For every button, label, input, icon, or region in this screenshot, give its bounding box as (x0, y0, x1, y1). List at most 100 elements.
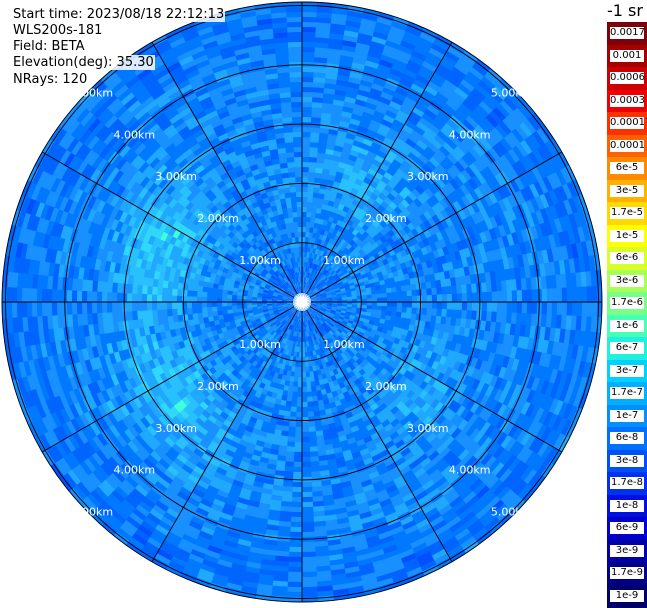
data-cell (411, 308, 417, 315)
data-cell (302, 512, 314, 518)
data-cell (293, 467, 303, 473)
data-cell (67, 302, 73, 315)
data-cell (102, 302, 108, 313)
data-cell (182, 308, 188, 315)
data-cell (207, 292, 213, 298)
data-cell (302, 367, 306, 372)
data-cell (132, 302, 138, 312)
data-cell (288, 562, 303, 568)
data-cell (202, 291, 208, 297)
data-cell (309, 431, 317, 437)
data-cell (202, 302, 207, 308)
data-cell (212, 306, 218, 311)
data-cell (302, 527, 315, 533)
data-cell (302, 427, 309, 432)
data-cell (152, 286, 158, 295)
data-cell (542, 302, 548, 316)
data-cell (466, 310, 472, 320)
data-cell (137, 293, 143, 302)
data-cell (142, 302, 148, 311)
data-cell (17, 287, 23, 303)
data-cell (302, 502, 314, 508)
data-cell (212, 311, 218, 317)
data-cell (302, 412, 308, 417)
data-cell (197, 307, 203, 313)
data-cell (192, 307, 198, 313)
data-cell (302, 482, 312, 488)
data-cell (37, 288, 43, 303)
data-cell (416, 308, 422, 315)
data-cell (162, 294, 168, 302)
data-cell (309, 441, 317, 447)
data-cell (406, 307, 412, 313)
data-cell (522, 302, 528, 315)
data-cell (302, 377, 307, 382)
data-cell (293, 457, 302, 463)
data-cell (301, 562, 316, 568)
data-cell (222, 306, 228, 311)
data-cell (192, 290, 198, 296)
data-cell (305, 367, 309, 373)
data-cell (507, 302, 513, 314)
data-cell (302, 467, 312, 473)
data-cell (187, 302, 192, 308)
data-cell (7, 286, 13, 303)
data-cell (567, 301, 573, 316)
data-cell (227, 302, 232, 306)
data-cell (67, 289, 73, 302)
data-cell (310, 461, 320, 467)
data-cell (302, 532, 315, 538)
data-cell (392, 302, 397, 307)
data-cell (302, 447, 310, 453)
data-cell (305, 362, 309, 368)
data-cell (372, 302, 377, 306)
data-cell (137, 284, 143, 294)
data-cell (302, 422, 309, 427)
data-cell (102, 291, 108, 302)
data-cell (217, 297, 222, 302)
data-cell (302, 522, 315, 528)
data-cell (87, 302, 93, 314)
data-cell (302, 382, 307, 387)
data-cell (72, 289, 78, 302)
data-cell (407, 302, 412, 308)
data-cell (172, 295, 177, 302)
data-cell (302, 397, 308, 402)
data-cell (162, 287, 168, 295)
data-cell (207, 302, 212, 307)
data-cell (302, 392, 307, 397)
data-cell (452, 302, 458, 311)
data-cell (92, 302, 98, 314)
data-cell (212, 297, 217, 302)
data-cell (301, 572, 317, 578)
data-cell (421, 308, 427, 315)
data-cell (152, 294, 158, 302)
data-cell (32, 301, 38, 316)
data-cell (177, 295, 182, 302)
data-cell (310, 466, 320, 472)
data-cell (132, 284, 138, 294)
data-cell (307, 401, 313, 407)
data-cell (309, 446, 318, 452)
data-cell (309, 436, 317, 442)
data-cell (290, 512, 302, 518)
data-cell (227, 306, 233, 311)
data-cell (172, 302, 177, 309)
data-cell (291, 497, 302, 503)
data-cell (291, 507, 303, 513)
data-cell (117, 302, 123, 312)
data-cell (302, 442, 310, 448)
data-cell (422, 302, 427, 309)
data-cell (292, 482, 302, 488)
data-cell (442, 302, 448, 310)
data-cell (456, 310, 462, 319)
data-cell (562, 301, 568, 316)
data-cell (167, 302, 172, 310)
data-cell (247, 305, 253, 308)
data-cell (462, 302, 468, 311)
data-cell (284, 461, 294, 467)
data-cell (117, 292, 123, 302)
data-cell (290, 522, 303, 528)
data-cell (298, 377, 303, 382)
